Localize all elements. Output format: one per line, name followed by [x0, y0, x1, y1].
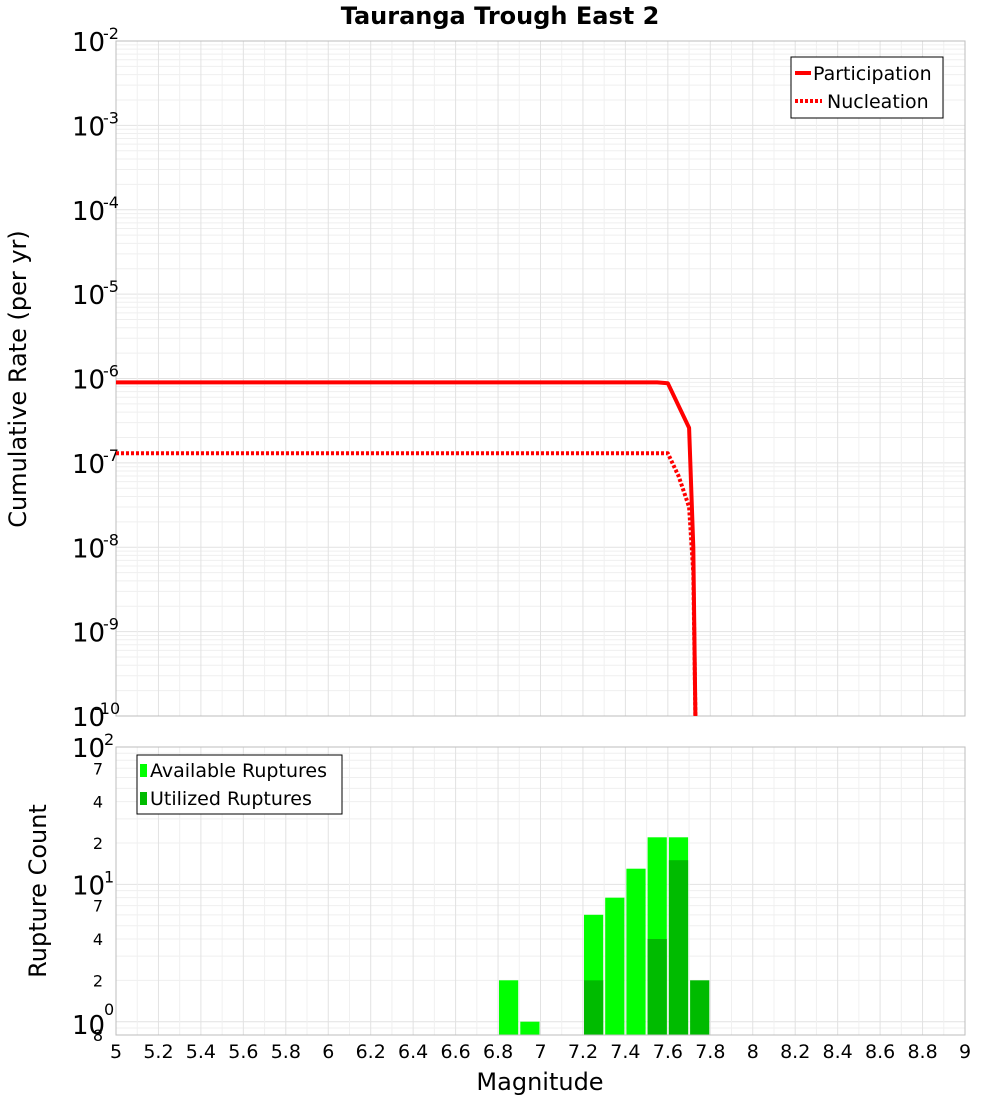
- rate-y-tick-label: 10-3: [72, 108, 119, 142]
- rate-y-tick-base: 10: [72, 366, 105, 396]
- x-tick-label: 5.8: [271, 1041, 301, 1063]
- nucleation-legend-label: Nucleation: [827, 91, 929, 113]
- rate-y-tick-base: 10: [72, 450, 105, 480]
- rate-y-tick-exponent: -6: [103, 362, 119, 381]
- x-tick-label: 7: [534, 1041, 546, 1063]
- x-tick-label: 6.2: [356, 1041, 386, 1063]
- count-plot-frame: [115, 746, 966, 1036]
- x-tick-label: 8.8: [907, 1041, 937, 1063]
- rate-y-tick-base: 10: [72, 197, 105, 227]
- rate-y-tick-label: 10-8: [72, 530, 119, 564]
- count-y-axis-label: Rupture Count: [24, 804, 52, 978]
- rate-plot-legend: Participation Nucleation: [790, 56, 944, 119]
- count-y-tick-exponent: 0: [104, 1000, 114, 1019]
- rate-y-tick-base: 10: [72, 112, 105, 142]
- rate-y-tick-label: 10-10: [72, 699, 120, 733]
- count-legend-box: [136, 754, 343, 815]
- x-tick-label: 7.4: [610, 1041, 640, 1063]
- x-tick-label: 6: [322, 1041, 334, 1063]
- rate-y-tick-label: 10-2: [72, 24, 119, 58]
- count-y-minor-tick-label: 7: [93, 759, 103, 778]
- utilized-bar: [668, 860, 689, 1035]
- utilized-legend-label: Utilized Ruptures: [150, 788, 312, 810]
- rate-y-tick-label: 10-5: [72, 277, 119, 311]
- rate-y-axis-label: Cumulative Rate (per yr): [4, 230, 32, 528]
- utilized-bar: [584, 980, 604, 1035]
- x-tick-label: 5.2: [143, 1041, 173, 1063]
- x-tick-label: 6.8: [483, 1041, 513, 1063]
- rate-legend-box: [790, 56, 944, 119]
- rate-y-tick-base: 10: [72, 619, 105, 649]
- series-line-participation: [116, 380, 698, 717]
- count-y-tick-base: 10: [72, 871, 105, 901]
- x-tick-label: 5.4: [186, 1041, 216, 1063]
- rate-y-tick-exponent: -3: [103, 108, 119, 127]
- available-bar: [520, 1021, 540, 1035]
- available-legend-label: Available Ruptures: [150, 760, 327, 782]
- x-tick-label: 6.4: [398, 1041, 428, 1063]
- count-y-tick-label: 100: [72, 1000, 114, 1041]
- rate-y-tick-exponent: -8: [103, 530, 119, 549]
- rate-y-tick-base: 10: [72, 703, 105, 733]
- rate-plot-frame: [115, 40, 966, 717]
- x-axis-ticks: 5 5.2 5.4 5.6 5.8 6 6.2 6.4 6.6 6.8 7 7.2 7.4 7.6 7.8 8…: [110, 1041, 971, 1063]
- rate-plot-grid: [115, 41, 966, 717]
- rate-plot-panel: 10-210-310-410-510-610-710-810-910-10 Pa…: [72, 24, 966, 733]
- x-tick-label: 6.6: [440, 1041, 470, 1063]
- count-plot-grid: [115, 747, 966, 1036]
- rate-y-tick-label: 10-9: [72, 615, 119, 649]
- count-plot-bars: [499, 837, 710, 1035]
- x-tick-label: 8.6: [865, 1041, 895, 1063]
- rate-y-tick-label: 10-6: [72, 362, 119, 396]
- rate-y-tick-exponent: -2: [103, 24, 119, 43]
- count-y-tick-base: 10: [72, 1011, 105, 1041]
- count-y-minor-tick-label: 2: [93, 971, 103, 990]
- rate-y-tick-base: 10: [72, 534, 105, 564]
- count-plot-legend: Available Ruptures Utilized Ruptures: [136, 754, 343, 815]
- utilized-legend-swatch: [140, 792, 147, 805]
- x-tick-label: 5: [110, 1041, 122, 1063]
- participation-legend-label: Participation: [813, 63, 932, 85]
- rate-y-tick-label: 10-7: [72, 446, 119, 480]
- rate-plot-y-ticks: 10-210-310-410-510-610-710-810-910-10: [72, 24, 120, 733]
- utilized-bar: [690, 980, 710, 1035]
- count-y-minor-tick-label: 4: [93, 793, 103, 812]
- rate-y-tick-base: 10: [72, 281, 105, 311]
- rate-y-tick-base: 10: [72, 28, 105, 58]
- available-bar: [605, 897, 625, 1035]
- available-bar: [499, 980, 519, 1035]
- x-tick-label: 7.2: [568, 1041, 598, 1063]
- x-tick-label: 8.2: [780, 1041, 810, 1063]
- x-tick-label: 9: [959, 1041, 971, 1063]
- count-y-minor-tick-label: 2: [93, 834, 103, 853]
- rate-y-tick-label: 10-4: [72, 193, 119, 227]
- available-legend-swatch: [140, 764, 147, 777]
- utilized-bar: [647, 939, 667, 1035]
- count-y-tick-base: 10: [72, 734, 105, 764]
- chart-title: Tauranga Trough East 2: [341, 2, 660, 30]
- x-tick-label: 8: [747, 1041, 759, 1063]
- count-y-tick-label: 101: [72, 867, 114, 901]
- x-tick-label: 7.8: [695, 1041, 725, 1063]
- available-bar: [626, 868, 646, 1035]
- x-tick-label: 5.6: [228, 1041, 258, 1063]
- rate-y-tick-exponent: -7: [103, 446, 119, 465]
- rate-y-tick-exponent: -5: [103, 277, 119, 296]
- x-tick-label: 8.4: [823, 1041, 853, 1063]
- rate-y-tick-exponent: -9: [103, 615, 119, 634]
- rate-plot-series: [116, 380, 698, 717]
- count-y-minor-tick-label: 8: [93, 1026, 103, 1045]
- rate-y-tick-exponent: -4: [103, 193, 119, 212]
- x-tick-label: 7.6: [653, 1041, 683, 1063]
- count-y-tick-label: 102: [72, 730, 114, 764]
- count-y-minor-tick-label: 7: [93, 897, 103, 916]
- x-axis-label: Magnitude: [476, 1068, 603, 1096]
- rate-y-tick-exponent: -10: [94, 699, 120, 718]
- count-y-tick-exponent: 2: [104, 730, 114, 749]
- count-y-minor-tick-label: 4: [93, 930, 103, 949]
- count-y-tick-exponent: 1: [104, 867, 114, 886]
